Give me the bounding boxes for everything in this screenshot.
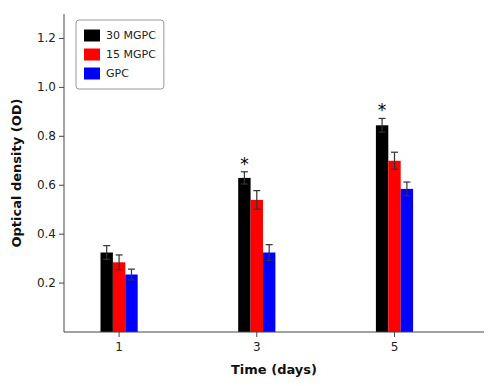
- y-tick: [59, 136, 64, 137]
- error-cap: [253, 190, 260, 191]
- x-axis-label: Time (days): [231, 362, 317, 377]
- bar: [100, 253, 112, 333]
- x-tick: [256, 332, 257, 337]
- error-line: [131, 269, 132, 280]
- error-bar: [103, 246, 110, 260]
- error-cap: [103, 259, 110, 260]
- error-cap: [128, 279, 135, 280]
- bar: [113, 262, 125, 332]
- annotation: *: [240, 154, 249, 174]
- series: [113, 152, 401, 332]
- error-cap: [103, 245, 110, 246]
- error-cap: [253, 209, 260, 210]
- chart-container: 0.2 0.4 0.6 0.8 1.0 1.2 1 3 5 Time (days) Optical …: [0, 0, 500, 386]
- bar: [401, 189, 413, 332]
- error-line: [106, 246, 107, 260]
- legend-swatch: [84, 68, 100, 80]
- y-tick: [59, 87, 64, 88]
- annotation: *: [378, 100, 387, 120]
- error-bar: [253, 191, 260, 210]
- x-tick-label: 1: [115, 340, 123, 354]
- error-cap: [266, 244, 273, 245]
- legend-swatch: [84, 49, 100, 61]
- bar: [251, 200, 263, 332]
- error-bar: [379, 118, 386, 132]
- error-bar: [266, 245, 273, 261]
- chart-svg: 0.2 0.4 0.6 0.8 1.0 1.2 1 3 5 Time (days) Optical …: [0, 0, 500, 386]
- error-cap: [391, 169, 398, 170]
- error-cap: [116, 269, 123, 270]
- error-cap: [128, 269, 135, 270]
- x-axis-line: [64, 332, 484, 333]
- y-axis-label: Optical density (OD): [9, 99, 24, 248]
- y-tick: [59, 283, 64, 284]
- error-bar: [128, 269, 135, 280]
- series: [125, 182, 413, 332]
- error-line: [118, 255, 119, 270]
- bar: [388, 161, 400, 332]
- bar: [125, 275, 137, 332]
- series: [100, 118, 388, 332]
- error-bar: [403, 182, 410, 196]
- error-line: [381, 118, 382, 132]
- y-tick-label: 0.8: [37, 129, 56, 143]
- error-line: [394, 152, 395, 169]
- error-cap: [266, 260, 273, 261]
- x-tick: [394, 332, 395, 337]
- y-tick-label: 0.4: [37, 227, 56, 241]
- legend-label: 15 MGPC: [106, 48, 156, 61]
- y-tick: [59, 185, 64, 186]
- y-tick: [59, 234, 64, 235]
- axes: 0.2 0.4 0.6 0.8 1.0 1.2 1 3 5: [37, 14, 484, 354]
- error-bar: [116, 255, 123, 270]
- legend: 30 MGPC 15 MGPC GPC: [76, 20, 164, 89]
- error-cap: [391, 152, 398, 153]
- x-tick-label: 5: [391, 340, 399, 354]
- error-cap: [116, 254, 123, 255]
- error-bar: [391, 152, 398, 169]
- x-tick-label: 3: [253, 340, 261, 354]
- legend-box: [76, 20, 164, 89]
- error-line: [256, 191, 257, 210]
- y-tick-label: 0.2: [37, 276, 56, 290]
- legend-label: GPC: [106, 67, 129, 80]
- error-cap: [241, 183, 248, 184]
- y-tick-label: 1.2: [37, 31, 56, 45]
- bar: [238, 178, 250, 332]
- error-cap: [379, 132, 386, 133]
- legend-swatch: [84, 30, 100, 42]
- error-cap: [403, 195, 410, 196]
- legend-label: 30 MGPC: [106, 29, 156, 42]
- y-axis-line: [64, 14, 65, 332]
- y-tick-label: 0.6: [37, 178, 56, 192]
- bar: [263, 253, 275, 333]
- error-line: [269, 245, 270, 261]
- x-tick: [119, 332, 120, 337]
- plot-area: [100, 118, 413, 332]
- bar: [376, 125, 388, 332]
- error-line: [406, 182, 407, 196]
- y-tick-label: 1.0: [37, 80, 56, 94]
- error-cap: [403, 181, 410, 182]
- y-tick: [59, 38, 64, 39]
